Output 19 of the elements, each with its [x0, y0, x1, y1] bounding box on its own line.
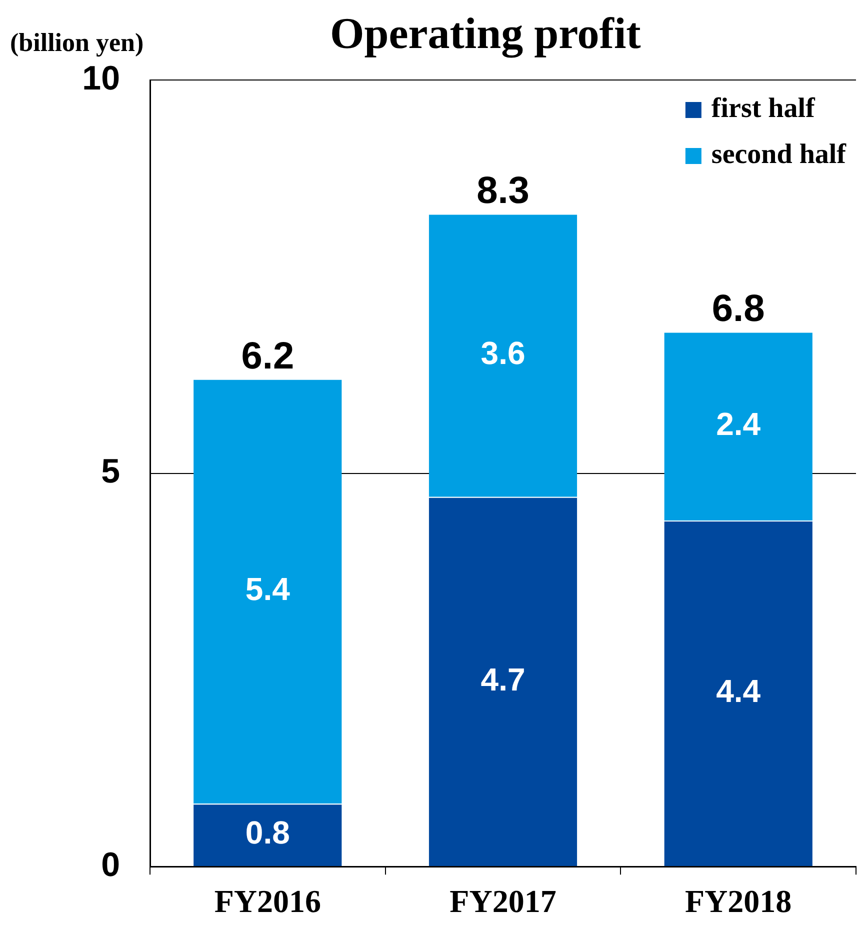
data-label: 4.7 [480, 661, 526, 698]
chart-title: Operating profit [330, 8, 641, 59]
x-tick-label: FY2017 [450, 883, 556, 920]
total-label: 6.8 [712, 288, 765, 330]
data-label: 4.4 [716, 673, 761, 710]
y-tick-label: 0 [101, 846, 120, 884]
y-axis-title: (billion yen) [10, 28, 144, 58]
y-tick-label: 10 [82, 59, 120, 98]
total-label: 6.2 [241, 335, 294, 378]
legend-label: second half [711, 139, 847, 170]
data-label: 5.4 [245, 571, 290, 608]
data-label: 0.8 [245, 814, 290, 851]
legend-label: first half [711, 93, 816, 124]
data-label: 3.6 [480, 335, 526, 372]
data-label: 2.4 [716, 406, 761, 442]
total-label: 8.3 [476, 170, 530, 212]
y-tick-label: 5 [101, 452, 120, 491]
x-tick-label: FY2018 [685, 883, 792, 920]
x-tick-label: FY2016 [214, 883, 321, 920]
